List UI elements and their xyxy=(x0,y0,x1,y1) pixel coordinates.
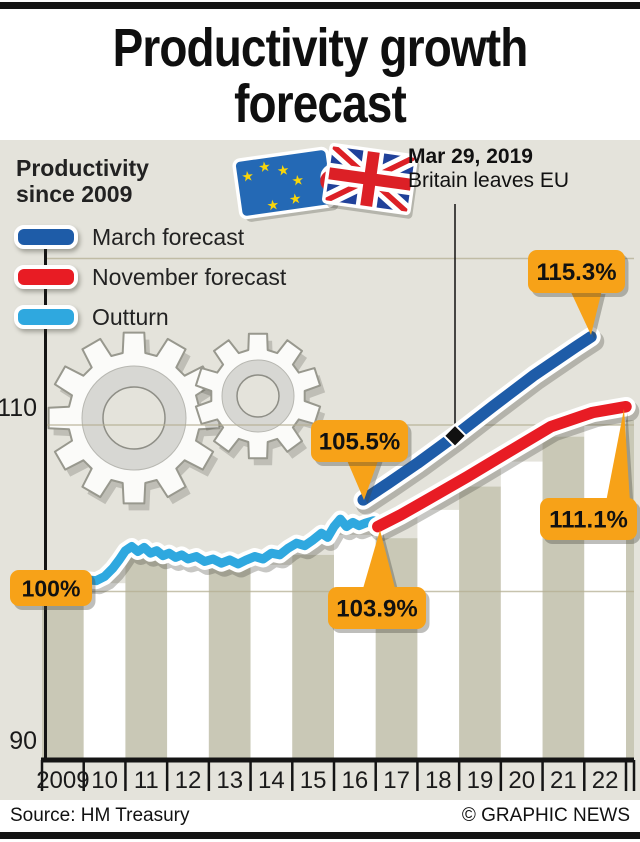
svg-text:13: 13 xyxy=(216,767,243,794)
svg-text:2009: 2009 xyxy=(36,767,89,794)
brexit-caption: Britain leaves EU xyxy=(408,169,569,193)
svg-text:10: 10 xyxy=(91,767,118,794)
legend-item-outturn: Outturn xyxy=(14,297,286,337)
svg-text:★: ★ xyxy=(240,167,255,185)
callout-1153: 115.3% xyxy=(528,250,629,339)
legend-item-november-forecast: November forecast xyxy=(14,257,286,297)
svg-text:90: 90 xyxy=(9,727,37,755)
title-line-2: forecast xyxy=(48,76,592,132)
svg-text:103.9%: 103.9% xyxy=(336,596,417,623)
source-credit: Source: HM Treasury xyxy=(10,805,190,827)
legend-label: Outturn xyxy=(92,304,169,331)
chart-subtitle-line-2: since 2009 xyxy=(16,181,149,207)
svg-text:16: 16 xyxy=(342,767,369,794)
svg-text:100%: 100% xyxy=(22,575,81,601)
svg-text:17: 17 xyxy=(383,767,410,794)
top-rule xyxy=(0,2,640,9)
bottom-rule xyxy=(0,832,640,839)
svg-text:22: 22 xyxy=(592,767,619,794)
title-line-1: Productivity growth xyxy=(48,20,592,76)
flags-group: ★★★★★★ xyxy=(233,144,420,223)
svg-text:21: 21 xyxy=(550,767,577,794)
svg-text:15: 15 xyxy=(300,767,327,794)
page-title: Productivity growth forecast xyxy=(0,9,640,140)
brexit-date: Mar 29, 2019 xyxy=(408,145,569,169)
svg-text:110: 110 xyxy=(0,394,37,422)
legend-swatch xyxy=(14,265,78,289)
publisher-credit: © GRAPHIC NEWS xyxy=(462,805,630,827)
svg-text:★: ★ xyxy=(276,161,291,179)
uk-flag-icon xyxy=(323,144,421,219)
chart-subtitle: Productivity since 2009 xyxy=(16,155,149,207)
svg-text:14: 14 xyxy=(258,767,285,794)
brexit-annotation: Mar 29, 2019 Britain leaves EU xyxy=(408,145,569,193)
svg-text:111.1%: 111.1% xyxy=(549,507,628,534)
svg-text:105.5%: 105.5% xyxy=(319,429,400,456)
legend-swatch xyxy=(14,305,78,329)
svg-text:18: 18 xyxy=(425,767,452,794)
callout-100: 100% xyxy=(10,570,96,610)
svg-text:19: 19 xyxy=(467,767,494,794)
chart-subtitle-line-1: Productivity xyxy=(16,155,149,181)
svg-text:★: ★ xyxy=(290,171,305,189)
legend-label: November forecast xyxy=(92,264,286,291)
svg-text:115.3%: 115.3% xyxy=(536,259,616,286)
footer: Source: HM Treasury © GRAPHIC NEWS xyxy=(0,800,640,832)
svg-text:20: 20 xyxy=(508,767,535,794)
svg-text:12: 12 xyxy=(175,767,202,794)
gear-small-icon xyxy=(196,334,325,466)
legend-swatch xyxy=(14,225,78,249)
svg-text:★: ★ xyxy=(257,158,272,176)
svg-text:★: ★ xyxy=(288,190,303,208)
legend-label: March forecast xyxy=(92,224,244,251)
legend-item-march-forecast: March forecast xyxy=(14,217,286,257)
gear-large-icon xyxy=(49,333,225,511)
svg-text:11: 11 xyxy=(134,767,159,794)
svg-text:★: ★ xyxy=(266,196,281,214)
legend: March forecast November forecast Outturn xyxy=(14,217,286,337)
